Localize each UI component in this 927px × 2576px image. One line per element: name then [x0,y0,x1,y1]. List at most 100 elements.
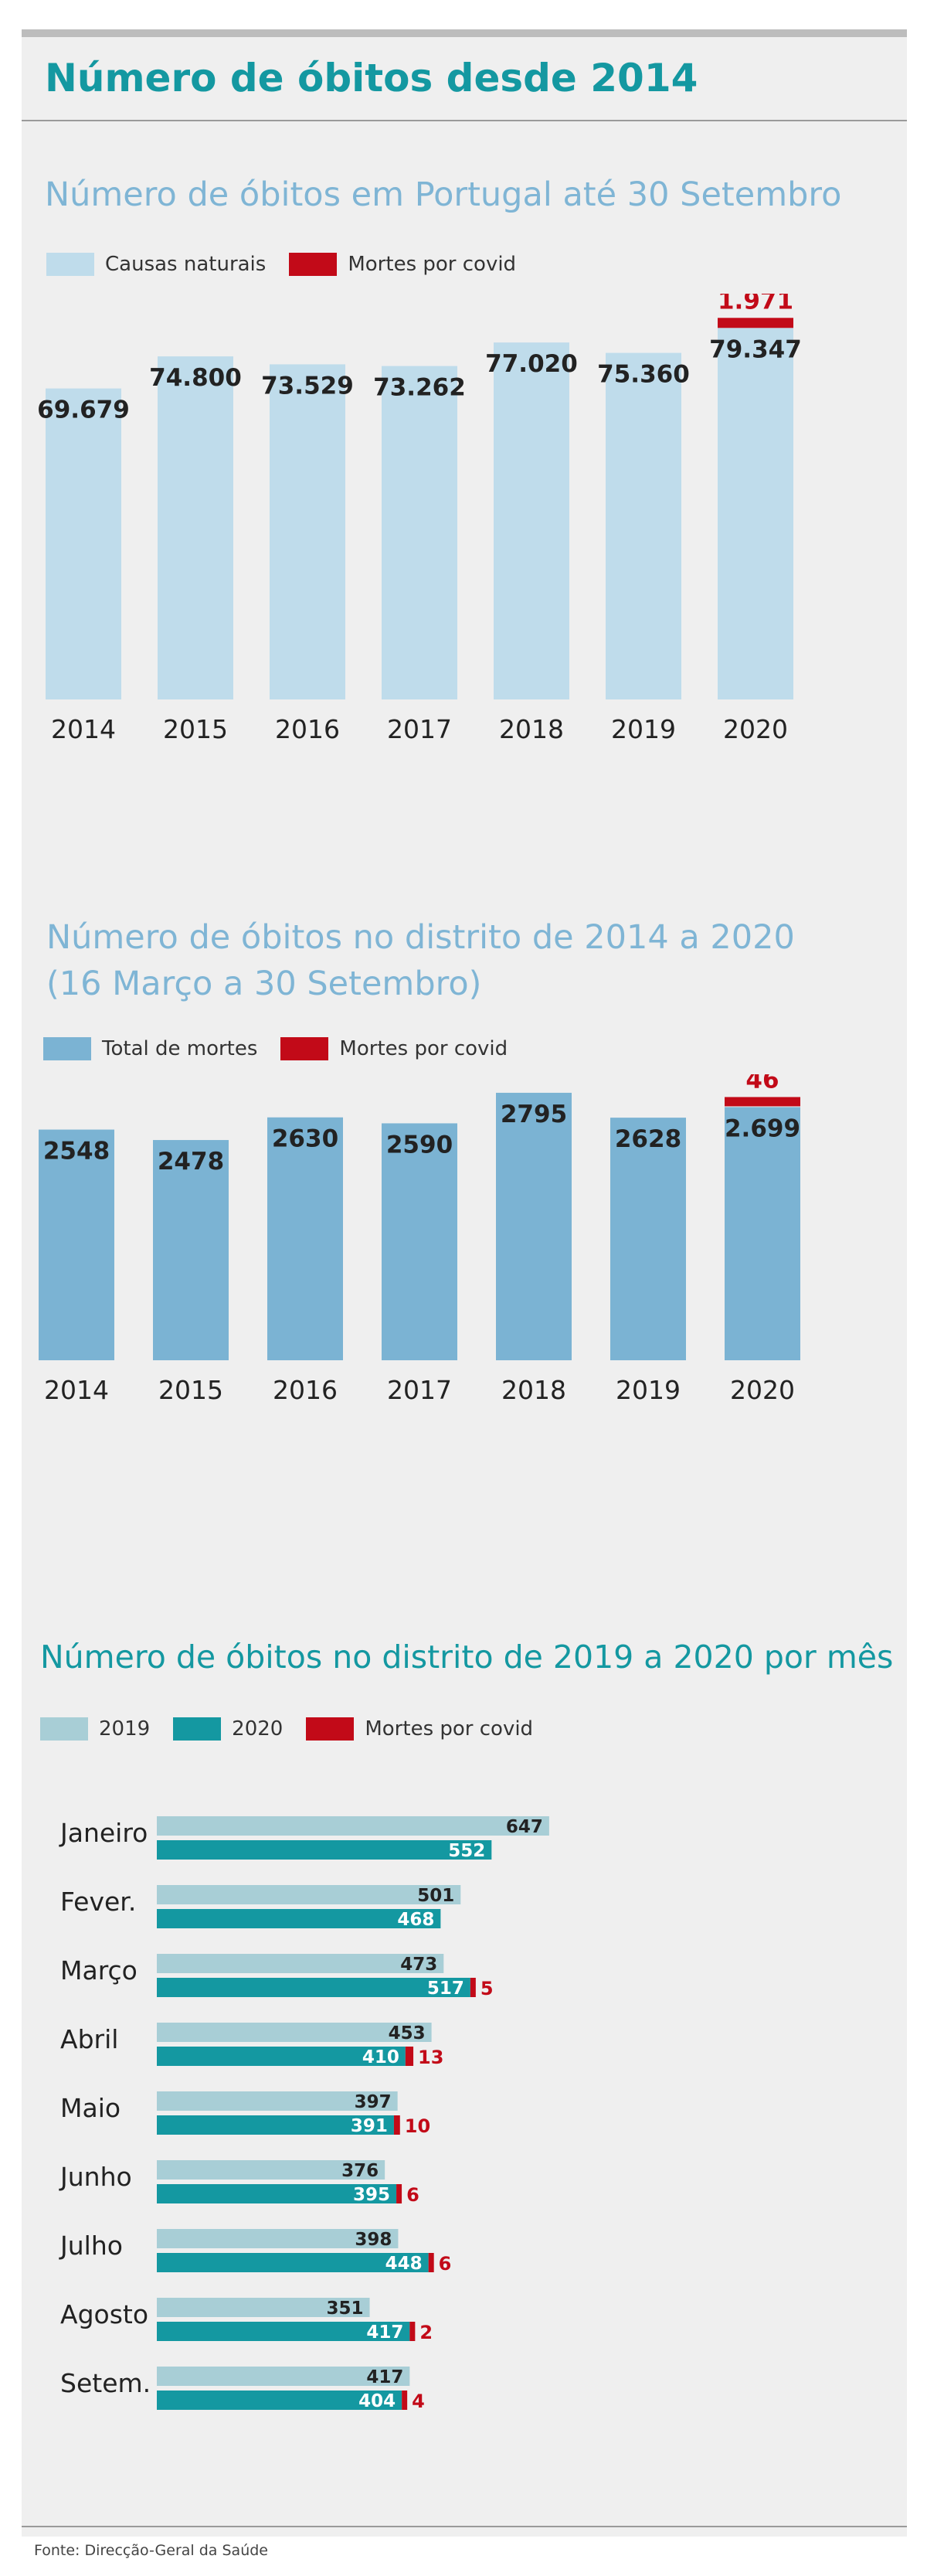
bar-2020-value: 410 [362,2047,399,2067]
bar-2020-value: 395 [353,2185,390,2205]
bar-2020-value: 448 [385,2254,423,2274]
bar-2020-Maio [157,2115,394,2135]
x-tick-label: 2017 [387,714,452,744]
bar-2019-Julho [157,2229,399,2248]
x-tick-label: 2020 [723,714,788,744]
month-label: Janeiro [59,1818,148,1848]
legend-label-2019: 2019 [99,1717,151,1741]
month-label: Fever. [60,1887,136,1917]
covid-bar-Março [470,1978,476,1997]
covid-value: 13 [418,2047,443,2068]
legend-item-covid3: Mortes por covid [306,1717,533,1741]
bar-2015 [153,1140,229,1360]
bar-value-label: 2795 [501,1101,567,1128]
legend-swatch-2019 [40,1717,88,1741]
bar-2019-value: 453 [389,2023,426,2043]
month-label: Março [60,1955,138,1986]
bar-2019-value: 397 [355,2092,392,2112]
x-tick-label: 2015 [158,1375,223,1405]
legend-label-covid: Mortes por covid [348,253,517,276]
covid-value: 10 [405,2115,430,2137]
bar-2019-Junho [157,2160,385,2180]
legend-swatch-natural [46,253,94,276]
legend-item-2020: 2020 [173,1717,283,1741]
bar-value-label: 69.679 [37,396,130,424]
bar-2019-Março [157,1954,444,1973]
legend-swatch-covid [280,1037,329,1060]
legend-label-2020: 2020 [232,1717,284,1741]
title-divider [22,120,907,121]
bar-value-label: 73.262 [373,374,466,402]
bar-2020-Abril [157,2047,406,2066]
x-tick-label: 2015 [163,714,228,744]
covid-value: 5 [480,1978,494,1999]
bar-value-label: 2478 [158,1148,224,1176]
bar-value-label: 2630 [272,1125,338,1153]
x-tick-label: 2017 [387,1375,452,1405]
covid-bar-Setem. [402,2391,408,2410]
bar-2019-Agosto [157,2298,370,2317]
bar-2020-value: 391 [351,2116,388,2136]
top-border [22,29,907,37]
chart2-subtitle: (16 Março a 30 Setembro) [46,965,482,1003]
bar-value-label: 79.347 [709,335,802,363]
bar-value-label: 2628 [615,1125,681,1153]
month-label: Julho [59,2231,123,2261]
chart1-legend: Causas naturais Mortes por covid [46,253,539,276]
chart3-title: Número de óbitos no distrito de 2019 a 2… [40,1638,894,1676]
legend-item-covid: Mortes por covid [289,253,516,276]
x-tick-label: 2014 [51,714,116,744]
source-note: Fonte: Direcção-Geral da Saúde [34,2542,268,2559]
covid-value-label: 1.971 [718,294,793,315]
bar-2019-value: 376 [341,2161,379,2181]
chart3-svg: Janeiro 647 552 Fever. 501 468 Março 473 517 5 Abr… [59,1816,549,2412]
legend-swatch-covid [306,1717,355,1741]
month-label: Setem. [60,2368,151,2398]
chart2-svg: 2548 2014 2478 2015 2630 2016 2590 2017 2795 2018… [39,1074,800,1405]
covid-value: 4 [412,2391,425,2412]
covid-value: 6 [406,2184,419,2206]
legend-item-covid2: Mortes por covid [280,1037,508,1060]
bar-2020-value: 552 [448,1841,485,1861]
bar-value-label: 2590 [386,1131,453,1159]
x-tick-label: 2018 [499,714,564,744]
footer-divider [22,2526,907,2527]
bar-2019-Fever. [157,1885,461,1904]
bar-2014 [46,388,121,699]
bar-2020-value: 517 [427,1979,464,1999]
page-title: Número de óbitos desde 2014 [45,56,698,100]
x-tick-label: 2020 [730,1375,795,1405]
legend-item-2019: 2019 [40,1717,150,1741]
bar-2019-value: 647 [506,1817,543,1837]
bar-2020-value: 468 [397,1910,434,1930]
bar-value-label: 2548 [43,1138,110,1165]
bar-2019-value: 417 [366,2367,403,2387]
legend-label-total: Total de mortes [102,1037,258,1060]
covid-bar-Junho [396,2184,402,2203]
bar-value-label: 73.529 [261,372,354,400]
month-label: Abril [60,2024,118,2054]
legend-label-covid2: Mortes por covid [339,1037,508,1060]
bar-2019-value: 398 [355,2230,392,2250]
legend-label-natural: Causas naturais [105,253,267,276]
legend-swatch-2020 [173,1717,222,1741]
legend-item-natural: Causas naturais [46,253,266,276]
legend-swatch-total [43,1037,91,1060]
x-tick-label: 2018 [501,1375,566,1405]
chart2-legend: Total de mortes Mortes por covid [43,1037,531,1060]
bar-2019-Abril [157,2023,432,2042]
bar-2017 [382,1123,457,1360]
bar-2020-Março [157,1978,470,1997]
bar-2019 [610,1118,686,1360]
bar-2019-Janeiro [157,1816,549,1836]
x-tick-label: 2019 [616,1375,681,1405]
covid-bar-Maio [393,2115,400,2135]
bar-2020-value: 417 [366,2322,403,2343]
bar-2019-Setem. [157,2367,410,2386]
bar-2018 [494,342,569,699]
covid-value-label: 46 [745,1074,779,1094]
bar-value-label: 77.020 [485,350,578,378]
covid-bar-2020 [718,318,793,328]
x-tick-label: 2016 [275,714,340,744]
bar-2020-Fever. [157,1909,441,1928]
